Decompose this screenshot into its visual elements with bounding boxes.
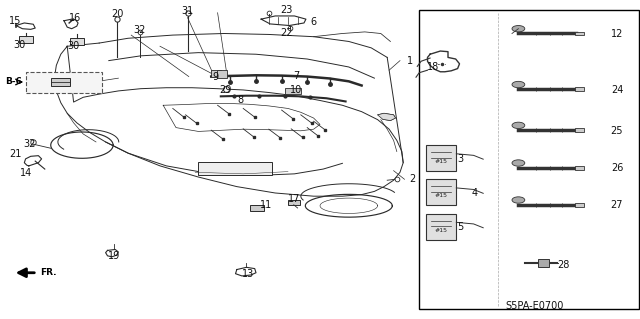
Text: 8: 8 <box>237 95 243 106</box>
Bar <box>538 259 549 267</box>
Text: 30: 30 <box>67 41 80 51</box>
Text: 4: 4 <box>472 188 478 198</box>
Text: 22: 22 <box>280 28 292 39</box>
Text: 6: 6 <box>310 17 317 27</box>
Text: 29: 29 <box>220 85 232 95</box>
Bar <box>26 72 102 93</box>
Bar <box>250 205 264 211</box>
Bar <box>285 88 301 94</box>
Text: 13: 13 <box>242 269 255 279</box>
Text: 12: 12 <box>611 29 623 39</box>
Bar <box>70 38 84 45</box>
Text: 26: 26 <box>611 163 623 174</box>
Circle shape <box>512 26 525 32</box>
Text: 21: 21 <box>9 149 22 159</box>
Text: 14: 14 <box>19 168 32 178</box>
Bar <box>51 78 70 86</box>
Bar <box>211 70 221 77</box>
Text: 1: 1 <box>406 56 413 66</box>
Bar <box>575 87 584 91</box>
Text: 32: 32 <box>133 25 146 35</box>
Text: 15: 15 <box>9 16 22 26</box>
Bar <box>575 128 584 132</box>
Text: 18: 18 <box>427 62 440 72</box>
Text: #15: #15 <box>435 193 447 198</box>
Text: #15: #15 <box>435 159 447 164</box>
Text: S5PA-E0700: S5PA-E0700 <box>505 301 564 311</box>
Text: 20: 20 <box>111 9 124 19</box>
Text: 9: 9 <box>212 71 219 82</box>
Text: 27: 27 <box>611 200 623 210</box>
Text: 11: 11 <box>259 200 272 210</box>
Text: 3: 3 <box>458 154 464 164</box>
Text: #15: #15 <box>435 228 447 233</box>
Bar <box>426 214 456 240</box>
Bar <box>198 162 272 175</box>
Bar <box>426 179 456 205</box>
Text: 28: 28 <box>557 260 570 271</box>
Bar <box>575 203 584 207</box>
Text: 16: 16 <box>69 12 82 23</box>
Bar <box>217 70 227 78</box>
Text: 19: 19 <box>108 251 120 261</box>
Text: 7: 7 <box>293 71 300 81</box>
Text: 5: 5 <box>458 222 464 233</box>
Bar <box>575 166 584 170</box>
Text: 2: 2 <box>410 174 416 184</box>
Text: FR.: FR. <box>40 268 56 277</box>
Text: 25: 25 <box>611 126 623 136</box>
Text: B-6: B-6 <box>6 78 22 86</box>
Bar <box>419 10 639 309</box>
Bar <box>575 32 584 35</box>
Circle shape <box>512 197 525 203</box>
Circle shape <box>512 160 525 166</box>
Bar <box>19 36 33 43</box>
Text: 10: 10 <box>289 85 302 95</box>
Text: 31: 31 <box>181 6 194 16</box>
Polygon shape <box>378 113 396 121</box>
Text: 17: 17 <box>288 194 301 204</box>
Text: 24: 24 <box>611 85 623 95</box>
Text: 30: 30 <box>13 40 26 50</box>
Bar <box>288 200 300 205</box>
Bar <box>426 145 456 171</box>
Circle shape <box>512 81 525 88</box>
Text: 32: 32 <box>23 139 36 149</box>
Circle shape <box>512 122 525 129</box>
Text: 23: 23 <box>280 4 293 15</box>
